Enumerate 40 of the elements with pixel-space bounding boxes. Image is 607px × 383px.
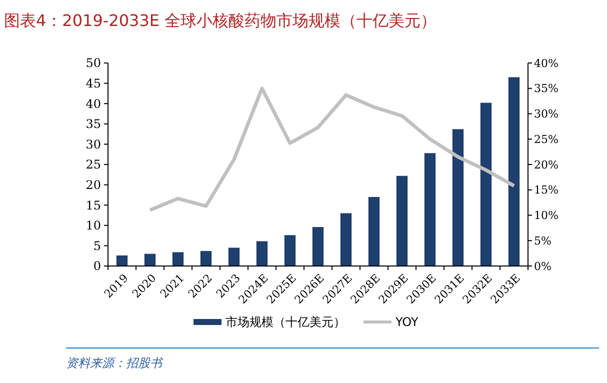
y2-tick-label: 30% [534,108,558,121]
legend-label: YOY [394,315,419,330]
bar [340,213,352,266]
y-tick-label: 20 [86,178,101,192]
y-tick-label: 50 [86,56,101,70]
bar [396,176,408,266]
y-tick-label: 45 [86,76,101,90]
bar [368,196,380,266]
bar [452,129,464,266]
bar [312,227,324,266]
y-tick-label: 35 [86,117,101,132]
y-tick-label: 0 [93,259,101,274]
y-tick-label: 15 [86,198,101,212]
y2-tick-label: 40% [534,56,558,70]
y2-tick-label: 5% [534,234,552,248]
y-tick-label: 30 [86,137,101,152]
bar [200,250,212,266]
y-tick-label: 10 [86,218,101,233]
legend-label: 市场规模（十亿美元） [226,315,346,330]
bar [116,255,128,266]
bar [508,77,520,266]
bar [228,248,240,266]
bar [480,102,492,266]
y2-tick-label: 10% [534,209,558,222]
y2-tick-label: 25% [534,132,558,146]
y-tick-label: 5 [93,238,101,253]
y2-tick-label: 20% [534,158,558,172]
line-series [148,86,516,212]
bar [172,252,184,266]
chart-title: 图表4：2019-2033E 全球小核酸药物市场规模（十亿美元） [4,11,437,30]
y-tick-label: 40 [86,96,101,111]
y-tick-label: 25 [86,158,101,172]
bar [424,153,436,266]
bar [284,235,296,266]
y2-tick-label: 15% [534,184,558,197]
bar [144,254,156,266]
bar [256,241,268,266]
y2-tick-label: 0% [534,260,552,273]
y2-tick-label: 35% [534,82,558,96]
text: 资料来源：招股书 [66,356,164,370]
